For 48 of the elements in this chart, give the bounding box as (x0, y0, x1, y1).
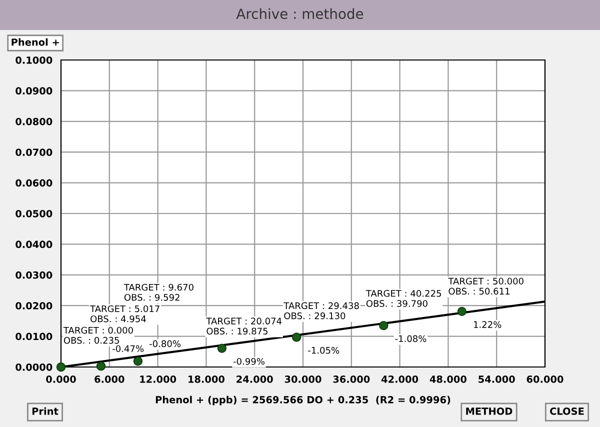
x-axis-title: Phenol + (ppb) = 2569.566 DO + 0.235 (R2 = 0.9996) (156, 396, 450, 406)
annotation: TARGET : 9.670 OBS. : 9.592 (124, 284, 194, 301)
point (133, 356, 143, 366)
annotation: 1.22% (474, 321, 502, 328)
x-tick-label: 18.000 (188, 376, 224, 383)
annotation: TARGET : 5.017 OBS. : 4.954 (90, 305, 160, 322)
y-tick-label: 0.0900 (16, 87, 52, 95)
annotation: -1.05% (308, 346, 340, 354)
y-tick-label: 0.0000 (16, 363, 52, 371)
point (292, 332, 302, 342)
x-tick-label: 30.000 (284, 376, 322, 383)
y-tick-label: 0.0700 (16, 148, 52, 156)
point (379, 320, 388, 330)
annotation: TARGET : 50.000 OBS. : 50.611 (448, 278, 524, 295)
point (96, 361, 106, 371)
x-tick-label: 54.000 (478, 376, 515, 383)
x-tick-label: 42.000 (381, 376, 418, 383)
y-tick-label: 0.0200 (16, 302, 52, 310)
annotation: TARGET : 40.225 OBS. : 39.790 (366, 290, 441, 307)
point (56, 362, 66, 372)
x-tick-label: 48.000 (430, 376, 466, 383)
y-tick-label: 0.0800 (16, 118, 52, 126)
annotation: -0.80% (150, 340, 181, 348)
annotation: -0.47% (112, 345, 144, 352)
point (457, 306, 466, 316)
x-tick-label: 6.000 (94, 376, 124, 383)
text: METHOD (466, 408, 512, 415)
annotation: TARGET : 20.074 OBS. : 19.875 (206, 318, 282, 335)
y-tick-label: 0.0600 (16, 179, 52, 187)
annotation: -1.08% (395, 335, 426, 342)
y-tick-label: 0.0100 (16, 332, 52, 340)
x-tick-label: 24.000 (236, 376, 273, 383)
x-tick-label: 0.000 (46, 376, 76, 383)
chart-title: Archive : methode (236, 8, 364, 20)
x-tick-label: 60.000 (526, 376, 564, 383)
text: Print (32, 407, 58, 415)
chart-subtitle: Phenol + (12, 38, 59, 46)
y-tick-label: 0.0300 (16, 271, 52, 279)
text: CLOSE (550, 408, 584, 415)
x-tick-label: 12.000 (140, 376, 176, 383)
y-tick-label: 0.0400 (16, 240, 52, 248)
y-tick-label: 0.0500 (16, 210, 52, 218)
annotation: TARGET : 29.438 OBS. : 29.130 (284, 302, 359, 320)
x-tick-label: 36.000 (333, 376, 370, 383)
y-tick-label: 0.1000 (16, 56, 52, 64)
annotation: -0.99% (233, 358, 264, 365)
point (217, 344, 227, 353)
annotation: TARGET : 0.000 OBS. : 0.235 (63, 326, 133, 344)
